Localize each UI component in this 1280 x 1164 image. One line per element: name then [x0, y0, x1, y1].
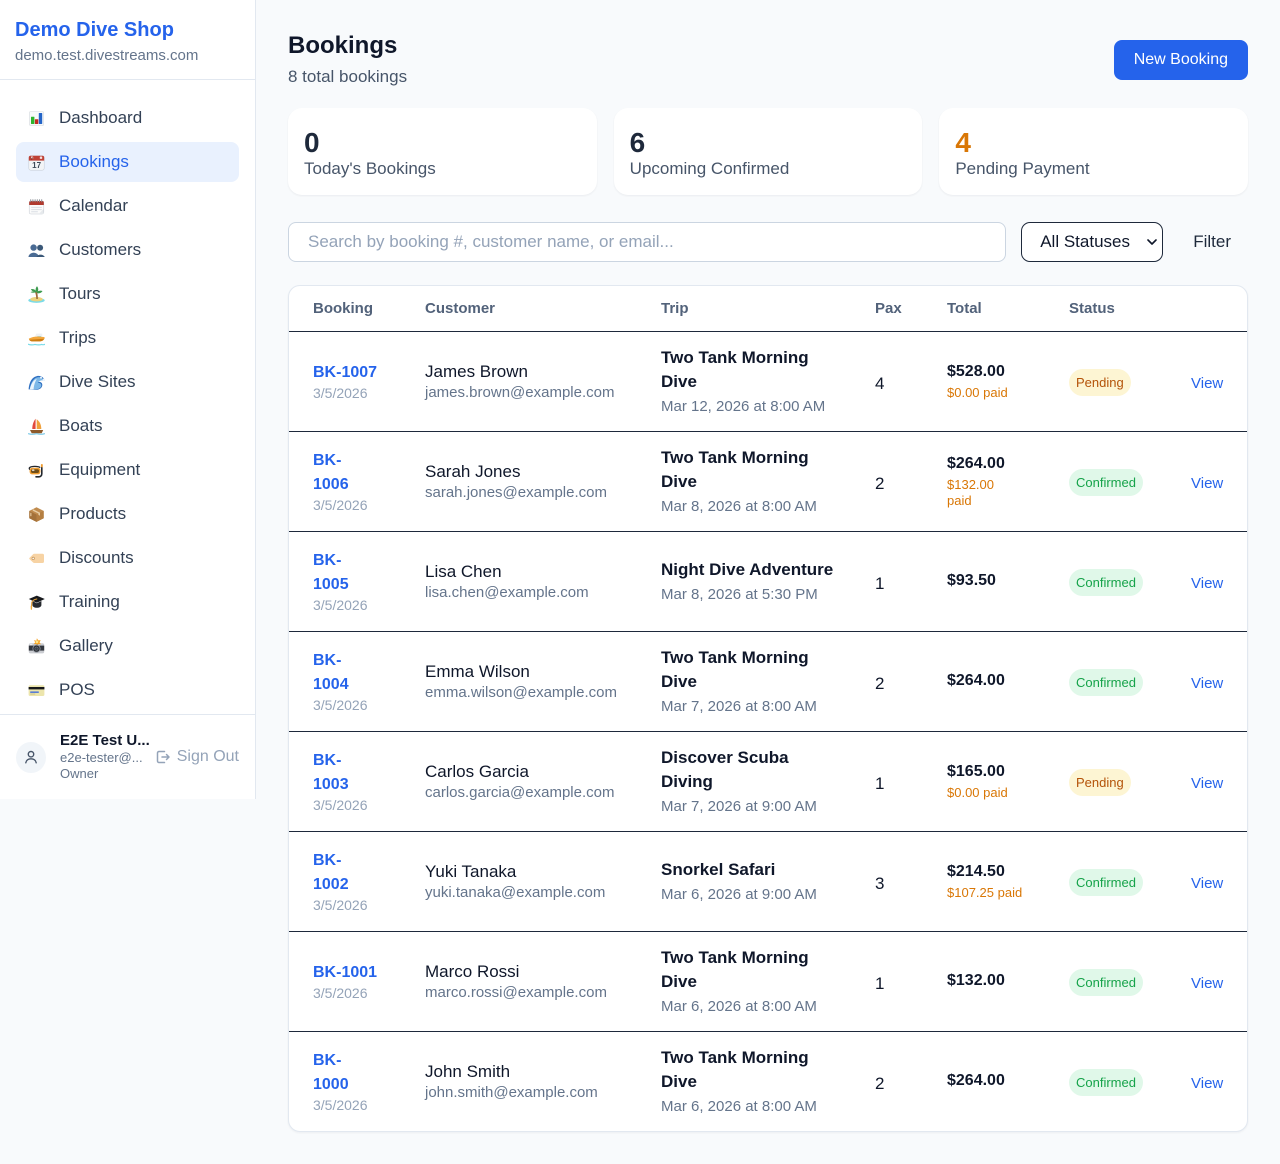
- svg-text:17: 17: [32, 161, 41, 170]
